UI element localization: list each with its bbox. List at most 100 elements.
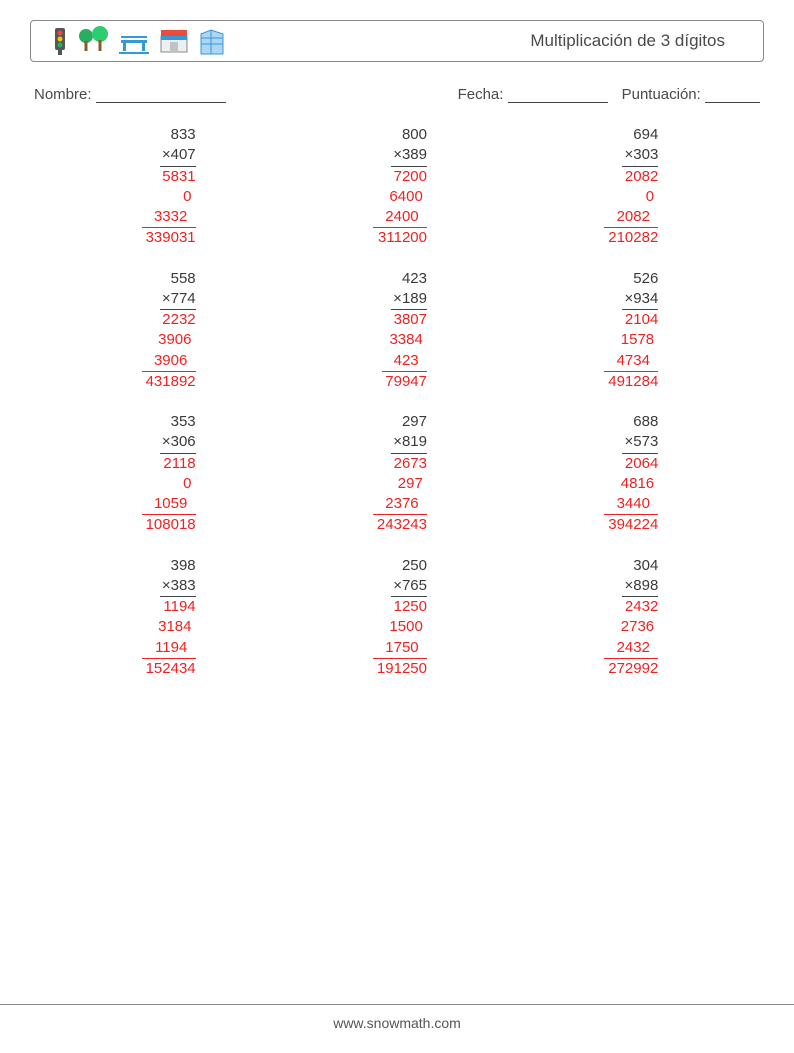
multiplication-problem: 423 ×189 38073384 423 79947 — [337, 269, 457, 393]
multiplicand: 398 — [106, 556, 226, 576]
partial-product: 3906 — [106, 330, 226, 350]
partial-product: 1500 — [337, 617, 457, 637]
partial-product: 2376 — [337, 494, 457, 514]
partial-product: 1578 — [568, 330, 688, 350]
product: 191250 — [337, 659, 457, 679]
partial-product: 3906 — [106, 351, 226, 371]
score-field: Puntuación: — [622, 86, 760, 103]
product: 491284 — [568, 372, 688, 392]
building-icon — [197, 26, 227, 56]
partial-product: 1250 — [337, 597, 457, 617]
multiplication-problem: 688 ×573 2064 4816 3440 394224 — [568, 412, 688, 536]
product: 394224 — [568, 515, 688, 535]
product: 108018 — [106, 515, 226, 535]
partial-product: 1194 — [106, 597, 226, 617]
worksheet-title: Multiplicación de 3 dígitos — [530, 31, 725, 51]
multiplier: ×389 — [337, 145, 457, 165]
multiplier: ×407 — [106, 145, 226, 165]
partial-product: 0 — [568, 187, 688, 207]
multiplier: ×306 — [106, 432, 226, 452]
problems-grid: 833 ×407 5831 0 3332 339031 800 ×389 720… — [30, 125, 764, 679]
worksheet-page: Multiplicación de 3 dígitos Nombre: Fech… — [0, 0, 794, 1053]
multiplication-problem: 398 ×383 1194 3184 1194 152434 — [106, 556, 226, 680]
multiplicand: 833 — [106, 125, 226, 145]
partial-product: 1750 — [337, 638, 457, 658]
multiplicand: 694 — [568, 125, 688, 145]
multiplicand: 353 — [106, 412, 226, 432]
multiplier: ×898 — [568, 576, 688, 596]
product: 272992 — [568, 659, 688, 679]
partial-product: 3440 — [568, 494, 688, 514]
partial-product: 2232 — [106, 310, 226, 330]
multiplier: ×819 — [337, 432, 457, 452]
multiplication-problem: 800 ×389 7200 6400 2400 311200 — [337, 125, 457, 249]
multiplicand: 688 — [568, 412, 688, 432]
multiplicand: 250 — [337, 556, 457, 576]
multiplicand: 297 — [337, 412, 457, 432]
score-label: Puntuación: — [622, 86, 701, 103]
partial-product: 4816 — [568, 474, 688, 494]
footer: www.snowmath.com — [0, 1004, 794, 1031]
multiplier: ×934 — [568, 289, 688, 309]
footer-text: www.snowmath.com — [0, 1015, 794, 1031]
partial-product: 3332 — [106, 207, 226, 227]
multiplication-problem: 250 ×765 1250 1500 1750 191250 — [337, 556, 457, 680]
multiplicand: 423 — [337, 269, 457, 289]
multiplication-problem: 526 ×934 2104 1578 4734 491284 — [568, 269, 688, 393]
partial-product: 3807 — [337, 310, 457, 330]
multiplication-problem: 558 ×774 2232 3906 3906 431892 — [106, 269, 226, 393]
bench-icon — [117, 26, 151, 56]
multiplier: ×383 — [106, 576, 226, 596]
partial-product: 6400 — [337, 187, 457, 207]
multiplicand: 558 — [106, 269, 226, 289]
date-field: Fecha: — [458, 86, 608, 103]
score-blank — [705, 88, 760, 103]
product: 431892 — [106, 372, 226, 392]
shop-icon — [157, 26, 191, 56]
partial-product: 4734 — [568, 351, 688, 371]
partial-product: 5831 — [106, 167, 226, 187]
product: 152434 — [106, 659, 226, 679]
product: 243243 — [337, 515, 457, 535]
partial-product: 2064 — [568, 454, 688, 474]
date-label: Fecha: — [458, 86, 504, 103]
product: 79947 — [337, 372, 457, 392]
partial-product: 1194 — [106, 638, 226, 658]
multiplier: ×303 — [568, 145, 688, 165]
partial-product: 3184 — [106, 617, 226, 637]
multiplicand: 526 — [568, 269, 688, 289]
multiplier: ×573 — [568, 432, 688, 452]
trees-icon — [77, 26, 111, 56]
product: 339031 — [106, 228, 226, 248]
partial-product: 2400 — [337, 207, 457, 227]
partial-product: 297 — [337, 474, 457, 494]
partial-product: 0 — [106, 474, 226, 494]
name-blank — [96, 88, 226, 103]
partial-product: 2082 — [568, 167, 688, 187]
multiplication-problem: 833 ×407 5831 0 3332 339031 — [106, 125, 226, 249]
partial-product: 2432 — [568, 597, 688, 617]
partial-product: 2736 — [568, 617, 688, 637]
name-label: Nombre: — [34, 86, 92, 103]
header-icons — [49, 26, 227, 56]
partial-product: 2432 — [568, 638, 688, 658]
date-blank — [508, 88, 608, 103]
partial-product: 0 — [106, 187, 226, 207]
partial-product: 2082 — [568, 207, 688, 227]
meta-row: Nombre: Fecha: Puntuación: — [34, 86, 760, 103]
multiplicand: 304 — [568, 556, 688, 576]
product: 311200 — [337, 228, 457, 248]
multiplier: ×774 — [106, 289, 226, 309]
partial-product: 423 — [337, 351, 457, 371]
multiplication-problem: 297 ×819 2673 297 2376 243243 — [337, 412, 457, 536]
multiplication-problem: 694 ×303 2082 0 2082 210282 — [568, 125, 688, 249]
name-field: Nombre: — [34, 86, 458, 103]
multiplier: ×765 — [337, 576, 457, 596]
product: 210282 — [568, 228, 688, 248]
multiplier: ×189 — [337, 289, 457, 309]
partial-product: 1059 — [106, 494, 226, 514]
partial-product: 7200 — [337, 167, 457, 187]
multiplicand: 800 — [337, 125, 457, 145]
traffic-light-icon — [49, 26, 71, 56]
partial-product: 3384 — [337, 330, 457, 350]
